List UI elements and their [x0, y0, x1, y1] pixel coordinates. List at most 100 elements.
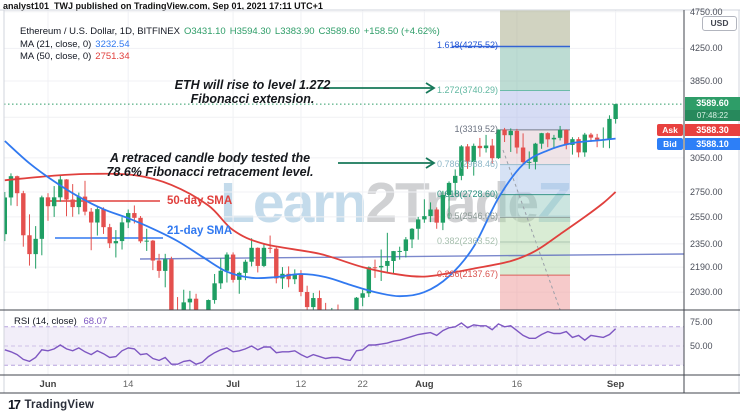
candle-body — [514, 130, 520, 148]
ma50-legend-label: MA (50, close, 0) — [20, 51, 92, 62]
legend-token: H3594.30 — [229, 26, 271, 37]
candle-body — [545, 133, 550, 140]
candle-body — [212, 283, 217, 301]
fib-zone — [500, 164, 570, 195]
candle-body — [317, 298, 322, 310]
candle-body — [33, 238, 38, 255]
candle-body — [533, 143, 538, 162]
candle-body — [243, 261, 248, 273]
watermark-part-learn: Learn — [220, 171, 367, 235]
candle-body — [453, 175, 458, 183]
legend-token: L3383.90 — [274, 26, 315, 37]
candle-body — [304, 291, 310, 308]
candle-body — [267, 247, 273, 249]
candle-body — [428, 209, 433, 217]
last-price-badge: 3589.60 — [685, 97, 740, 110]
ask-price-badge: 3588.30 — [685, 124, 740, 136]
candle-body — [354, 297, 359, 310]
candle-body — [397, 250, 402, 252]
candle-body — [101, 209, 106, 228]
annotation-arrowhead — [425, 157, 436, 169]
candle-body — [206, 300, 211, 310]
candle-body — [58, 179, 63, 198]
candle-body — [434, 209, 439, 223]
fib-zone — [500, 217, 570, 242]
candle-body — [539, 133, 544, 144]
candle-body — [163, 259, 168, 271]
symbol-ohlc-row: Ethereum / U.S. Dollar, 1D, BITFINEX O343… — [20, 26, 444, 39]
candle-body — [557, 129, 563, 138]
candle-body — [403, 239, 409, 251]
candle-body — [107, 227, 112, 244]
watermark-part-z: Z — [537, 171, 572, 235]
ma21-legend-value: 3232.54 — [95, 38, 130, 50]
candle-body — [594, 137, 600, 140]
candle-body — [422, 216, 427, 220]
candle-body — [4, 197, 7, 235]
rsi-legend-value: 68.07 — [83, 316, 108, 327]
candle-body — [21, 193, 26, 236]
candle-body — [372, 267, 378, 269]
ma50-legend-value: 2751.34 — [95, 51, 130, 62]
candle-body — [378, 265, 384, 268]
rsi-legend-label: RSI (14, close) — [14, 316, 77, 327]
candle-body — [330, 314, 334, 318]
support-trendline — [139, 253, 685, 260]
sma21-label: 21-day SMA — [167, 225, 233, 237]
candle-body — [582, 134, 587, 153]
rsi-line — [4, 322, 617, 365]
candle-body — [336, 314, 340, 316]
ma21-legend-label: MA (21, close, 0) — [20, 38, 92, 50]
candle-body — [311, 298, 316, 308]
rsi-legend[interactable]: RSI (14, close) 68.07 — [14, 316, 107, 327]
fib-zone — [500, 194, 570, 218]
candle-body — [508, 130, 513, 136]
symbol-legend[interactable]: Ethereum / U.S. Dollar, 1D, BITFINEX O343… — [20, 26, 444, 64]
fib-zone — [500, 46, 570, 91]
candle-body — [150, 240, 156, 261]
annotation-retracement: A retraced candle body tested the 78.6% … — [106, 151, 314, 179]
bid-label-pill: Bid — [657, 138, 683, 150]
legend-token: C3589.60 — [318, 26, 360, 37]
candle-body — [471, 145, 476, 162]
candle-body — [570, 139, 575, 145]
candle-body — [459, 146, 464, 176]
candle-body — [607, 118, 612, 140]
candle-body — [274, 248, 279, 279]
annotation-fib-extension: ETH will rise to level 1.272 Fibonacci e… — [160, 78, 345, 106]
candle-body — [249, 247, 254, 262]
candle-body — [551, 137, 557, 140]
candle-body — [255, 247, 260, 266]
tradingview-logo[interactable]: 17 TradingView — [8, 397, 94, 412]
legend-token: +158.50 (+4.62%) — [363, 26, 440, 37]
annotation2-line2: 78.6% Fibonacci retracement level. — [106, 165, 314, 179]
candle-body — [193, 298, 199, 310]
candle-body — [82, 196, 88, 212]
tradingview-logo-icon: 17 — [8, 397, 21, 412]
annotation1-line1: ETH will rise to level 1.272 — [174, 78, 331, 92]
price-axis[interactable] — [685, 10, 740, 375]
time-axis[interactable] — [4, 375, 684, 393]
watermark-part-2: 2 — [365, 171, 397, 235]
bid-price-badge: 3588.10 — [685, 138, 740, 150]
candle-body — [218, 270, 223, 284]
candle-body — [520, 147, 526, 163]
candle-body — [45, 197, 51, 207]
annotation2-line1: A retraced candle body tested the — [109, 151, 311, 165]
candle-body — [224, 254, 230, 271]
candle-body — [527, 161, 532, 163]
candle-body — [8, 176, 14, 198]
ma21-line — [4, 137, 616, 298]
candle-body — [119, 222, 125, 242]
candle-body — [496, 129, 501, 159]
candle-body — [440, 195, 446, 223]
ma21-legend-row: MA (21, close, 0) 3232.54 — [20, 39, 444, 52]
annotation1-line2: Fibonacci extension. — [190, 92, 315, 106]
fib-zone — [500, 275, 570, 310]
candle-body — [477, 145, 483, 149]
sma50-label: 50-day SMA — [167, 195, 233, 207]
currency-toggle-button[interactable]: USD — [702, 16, 737, 31]
candle-body — [298, 274, 304, 292]
candle-body — [156, 260, 162, 271]
